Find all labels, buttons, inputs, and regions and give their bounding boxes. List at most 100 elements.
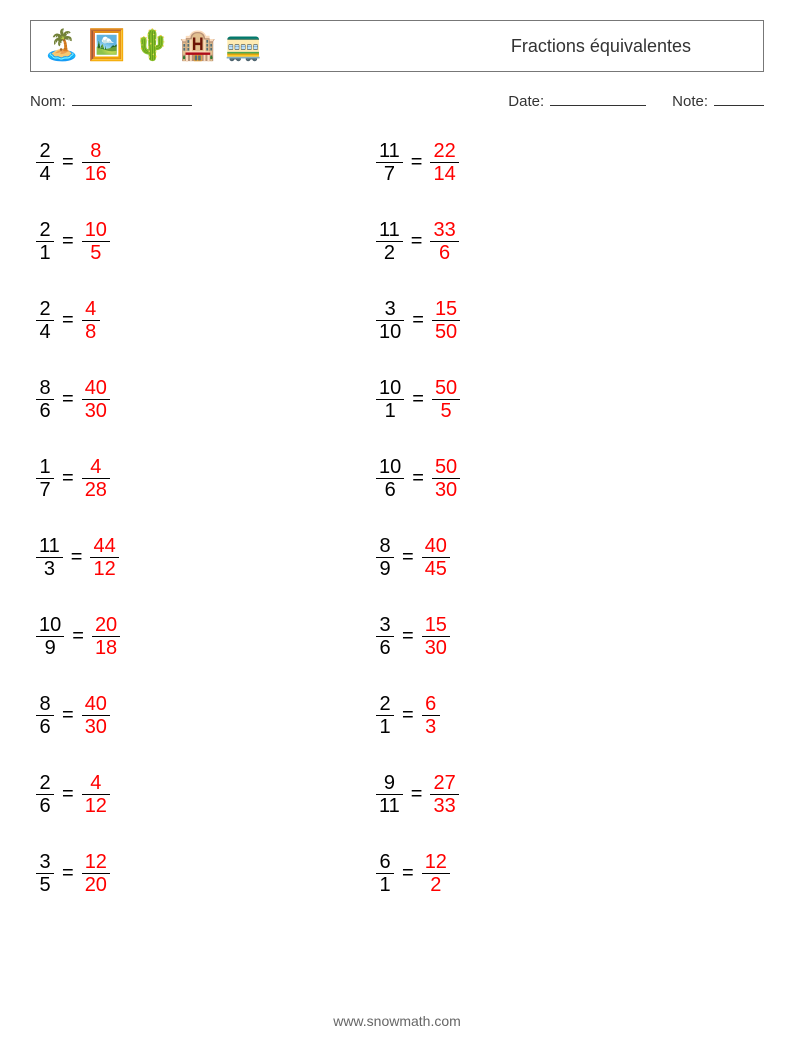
answer-fraction: 412 bbox=[82, 772, 110, 817]
answer-fraction: 4030 bbox=[82, 377, 110, 422]
q-denominator: 9 bbox=[376, 558, 393, 580]
question-fraction: 24 bbox=[36, 298, 54, 343]
a-denominator: 30 bbox=[422, 637, 450, 659]
note-label: Note: bbox=[672, 93, 708, 110]
a-denominator: 2 bbox=[427, 874, 444, 896]
a-denominator: 28 bbox=[82, 479, 110, 501]
a-denominator: 14 bbox=[430, 163, 458, 185]
equals-sign: = bbox=[402, 704, 414, 727]
a-numerator: 40 bbox=[422, 535, 450, 557]
question-fraction: 101 bbox=[376, 377, 404, 422]
answer-fraction: 336 bbox=[430, 219, 458, 264]
answer-fraction: 2018 bbox=[92, 614, 120, 659]
equation-row: 117=2214 bbox=[376, 140, 716, 185]
equals-sign: = bbox=[62, 230, 74, 253]
q-numerator: 8 bbox=[36, 693, 53, 715]
answer-fraction: 105 bbox=[82, 219, 110, 264]
q-numerator: 2 bbox=[36, 772, 53, 794]
a-numerator: 4 bbox=[82, 298, 99, 320]
answer-fraction: 1530 bbox=[422, 614, 450, 659]
a-numerator: 20 bbox=[92, 614, 120, 636]
equation-row: 35 = 1220 bbox=[36, 851, 376, 896]
question-fraction: 89 bbox=[376, 535, 394, 580]
answer-fraction: 505 bbox=[432, 377, 460, 422]
q-denominator: 6 bbox=[36, 716, 53, 738]
a-numerator: 50 bbox=[432, 456, 460, 478]
equals-sign: = bbox=[62, 704, 74, 727]
equals-sign: = bbox=[62, 783, 74, 806]
equals-sign: = bbox=[402, 862, 414, 885]
a-denominator: 16 bbox=[82, 163, 110, 185]
q-denominator: 1 bbox=[376, 716, 393, 738]
q-denominator: 10 bbox=[376, 321, 404, 343]
equation-row: 109=2018 bbox=[36, 614, 376, 659]
equals-sign: = bbox=[402, 625, 414, 648]
footer-text: www.snowmath.com bbox=[333, 1013, 461, 1029]
a-denominator: 20 bbox=[82, 874, 110, 896]
equation-row: 86=4030 bbox=[36, 377, 376, 422]
question-fraction: 17 bbox=[36, 456, 54, 501]
equation-row: 89=4045 bbox=[376, 535, 716, 580]
q-denominator: 7 bbox=[36, 479, 53, 501]
q-numerator: 9 bbox=[381, 772, 398, 794]
a-denominator: 8 bbox=[82, 321, 99, 343]
a-numerator: 8 bbox=[87, 140, 104, 162]
equals-sign: = bbox=[72, 625, 84, 648]
a-numerator: 6 bbox=[422, 693, 439, 715]
header-box: 🏝️ 🖼️ 🌵 🏨 🚃 Fractions équivalentes bbox=[30, 20, 764, 72]
equation-row: 24=816 bbox=[36, 140, 376, 185]
note-blank[interactable] bbox=[714, 92, 764, 106]
question-fraction: 36 bbox=[376, 614, 394, 659]
q-numerator: 2 bbox=[36, 298, 53, 320]
q-numerator: 11 bbox=[376, 140, 403, 162]
question-fraction: 26 bbox=[36, 772, 54, 817]
equals-sign: = bbox=[62, 862, 74, 885]
q-numerator: 2 bbox=[36, 140, 53, 162]
q-numerator: 2 bbox=[36, 219, 53, 241]
a-denominator: 50 bbox=[432, 321, 460, 343]
equals-sign: = bbox=[71, 546, 83, 569]
q-numerator: 3 bbox=[376, 614, 393, 636]
q-numerator: 3 bbox=[382, 298, 399, 320]
answer-fraction: 816 bbox=[82, 140, 110, 185]
q-denominator: 1 bbox=[36, 242, 53, 264]
a-numerator: 12 bbox=[82, 851, 110, 873]
equation-row: 911=2733 bbox=[376, 772, 716, 817]
date-label: Date: bbox=[508, 93, 544, 110]
q-denominator: 6 bbox=[36, 400, 53, 422]
equation-row: 112=336 bbox=[376, 219, 716, 264]
q-numerator: 2 bbox=[376, 693, 393, 715]
a-denominator: 12 bbox=[82, 795, 110, 817]
answer-fraction: 5030 bbox=[432, 456, 460, 501]
question-fraction: 35 bbox=[36, 851, 54, 896]
q-denominator: 6 bbox=[376, 637, 393, 659]
q-numerator: 11 bbox=[376, 219, 403, 241]
equals-sign: = bbox=[412, 467, 424, 490]
hotel-icon: 🏨 bbox=[179, 31, 216, 61]
equals-sign: = bbox=[411, 783, 423, 806]
a-denominator: 45 bbox=[422, 558, 450, 580]
a-denominator: 33 bbox=[430, 795, 458, 817]
question-fraction: 106 bbox=[376, 456, 404, 501]
date-blank[interactable] bbox=[550, 92, 646, 106]
a-numerator: 40 bbox=[82, 377, 110, 399]
question-fraction: 310 bbox=[376, 298, 404, 343]
question-fraction: 86 bbox=[36, 693, 54, 738]
q-numerator: 1 bbox=[36, 456, 53, 478]
equals-sign: = bbox=[412, 388, 424, 411]
answer-fraction: 2214 bbox=[430, 140, 458, 185]
equation-row: 21=63 bbox=[376, 693, 716, 738]
cactus-icon: 🌵 bbox=[134, 31, 171, 61]
palm-icon: 🏝️ bbox=[43, 31, 80, 61]
a-numerator: 12 bbox=[422, 851, 450, 873]
q-numerator: 11 bbox=[36, 535, 63, 557]
name-blank[interactable] bbox=[72, 92, 192, 106]
q-denominator: 1 bbox=[376, 874, 393, 896]
picture-icon: 🖼️ bbox=[88, 31, 125, 61]
q-denominator: 4 bbox=[36, 163, 53, 185]
meta-row: Nom: Date: Note: bbox=[30, 92, 764, 110]
equals-sign: = bbox=[62, 467, 74, 490]
q-numerator: 6 bbox=[376, 851, 393, 873]
a-denominator: 12 bbox=[90, 558, 118, 580]
answer-fraction: 48 bbox=[82, 298, 100, 343]
